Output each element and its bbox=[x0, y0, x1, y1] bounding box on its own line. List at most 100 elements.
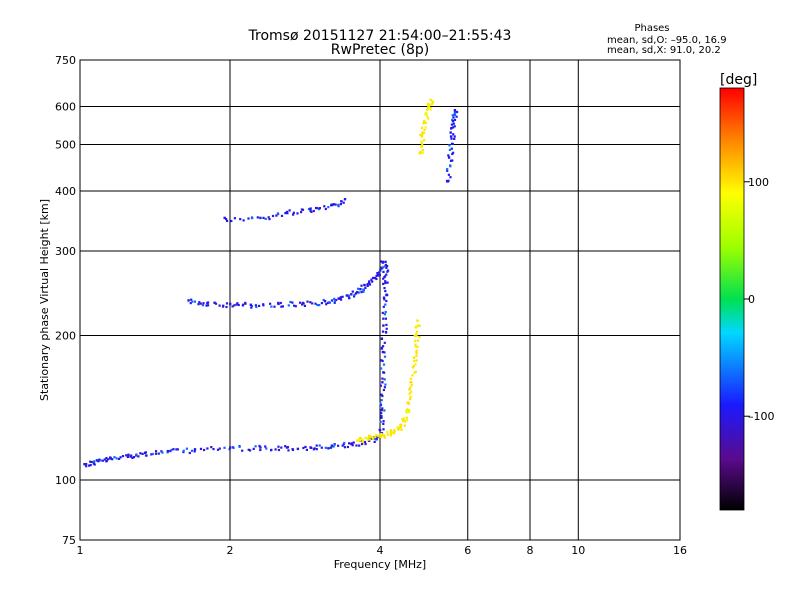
trace-point bbox=[451, 119, 455, 123]
chart-subtitle: RwPretec (8p) bbox=[331, 42, 429, 58]
echo-point bbox=[398, 426, 401, 429]
trace-point bbox=[229, 302, 232, 306]
echo-point bbox=[453, 125, 456, 128]
echo-point bbox=[415, 350, 418, 353]
echo-point bbox=[377, 434, 380, 438]
trace-point bbox=[389, 430, 392, 434]
echo-point bbox=[384, 383, 387, 386]
echo-point bbox=[357, 291, 360, 294]
echo-point bbox=[361, 438, 364, 441]
echo-point bbox=[201, 304, 204, 307]
echo-point bbox=[218, 447, 221, 450]
echo-point bbox=[247, 448, 250, 451]
echo-point bbox=[222, 304, 225, 307]
echo-point bbox=[249, 449, 252, 452]
echo-point bbox=[408, 392, 411, 396]
echo-point bbox=[421, 151, 424, 154]
trace-point bbox=[383, 275, 386, 279]
echo-point bbox=[381, 394, 384, 398]
echo-point bbox=[365, 437, 368, 440]
echo-point bbox=[176, 448, 179, 451]
echo-point bbox=[370, 437, 373, 440]
echo-point bbox=[383, 265, 386, 268]
echo-point bbox=[382, 363, 386, 366]
echo-point bbox=[358, 438, 361, 441]
echo-point bbox=[426, 115, 429, 118]
echo-point bbox=[320, 302, 323, 305]
echo-point bbox=[382, 270, 385, 273]
echo-point bbox=[258, 304, 261, 307]
echo-point bbox=[351, 290, 354, 293]
echo-point bbox=[384, 310, 387, 314]
echo-point bbox=[421, 149, 424, 152]
echo-point bbox=[236, 302, 239, 305]
echo-point bbox=[452, 126, 455, 129]
echo-point bbox=[358, 444, 361, 447]
echo-point bbox=[414, 343, 417, 346]
echo-point bbox=[378, 271, 381, 274]
trace-point bbox=[259, 446, 262, 449]
y-tick-label: 75 bbox=[62, 534, 76, 547]
echo-point bbox=[405, 419, 408, 422]
echo-point bbox=[358, 437, 361, 440]
chart-title: Tromsø 20151127 21:54:00–21:55:43 bbox=[248, 28, 512, 44]
echo-point bbox=[411, 374, 414, 377]
echo-point bbox=[450, 147, 453, 150]
echo-point bbox=[380, 337, 384, 340]
echo-point bbox=[423, 139, 426, 142]
echo-point bbox=[414, 363, 417, 366]
echo-point bbox=[373, 440, 376, 443]
echo-point bbox=[381, 407, 384, 410]
trace-point bbox=[127, 453, 130, 456]
echo-point bbox=[347, 294, 350, 297]
echo-point bbox=[101, 459, 104, 462]
echo-point bbox=[420, 140, 423, 143]
echo-point bbox=[137, 455, 140, 458]
echo-point bbox=[151, 452, 154, 456]
echo-point bbox=[280, 214, 284, 217]
trace-point bbox=[397, 427, 400, 430]
phase-info-title: Phases bbox=[634, 23, 669, 34]
echo-point bbox=[89, 460, 92, 463]
echo-point bbox=[85, 463, 88, 466]
echo-point bbox=[279, 301, 282, 305]
trace-point bbox=[259, 216, 262, 220]
echo-point bbox=[366, 283, 369, 286]
echo-point bbox=[205, 304, 208, 307]
echo-point bbox=[284, 212, 287, 215]
echo-point bbox=[448, 144, 451, 147]
echo-point bbox=[312, 209, 315, 213]
echo-point bbox=[199, 447, 203, 450]
echo-point bbox=[172, 448, 175, 451]
echo-point bbox=[135, 453, 138, 456]
echo-point bbox=[452, 122, 455, 125]
echo-point bbox=[199, 302, 202, 305]
echo-point bbox=[386, 264, 389, 268]
echo-point bbox=[408, 387, 411, 390]
echo-point bbox=[318, 207, 321, 210]
echo-point bbox=[193, 450, 196, 453]
echo-point bbox=[355, 444, 358, 447]
trace-point bbox=[330, 444, 334, 447]
echo-point bbox=[423, 128, 426, 131]
echo-point bbox=[334, 203, 337, 206]
echo-point bbox=[207, 304, 210, 307]
echo-point bbox=[421, 143, 424, 147]
echo-point bbox=[451, 159, 454, 162]
echo-point bbox=[378, 273, 381, 276]
y-axis-label: Stationary phase Virtual Height [km] bbox=[38, 199, 51, 401]
echo-point bbox=[383, 386, 386, 389]
trace-point bbox=[359, 288, 362, 291]
trace-point bbox=[350, 293, 353, 296]
echo-point bbox=[403, 424, 406, 427]
echo-point bbox=[333, 299, 336, 302]
echo-point bbox=[382, 422, 385, 425]
echo-point bbox=[166, 451, 169, 454]
echo-point bbox=[415, 330, 418, 333]
echo-point bbox=[230, 219, 233, 223]
echo-point bbox=[415, 349, 418, 352]
echo-point bbox=[361, 440, 364, 443]
colorbar-tick-label: 100 bbox=[748, 176, 769, 189]
echo-point bbox=[382, 428, 385, 431]
echo-point bbox=[343, 446, 346, 449]
